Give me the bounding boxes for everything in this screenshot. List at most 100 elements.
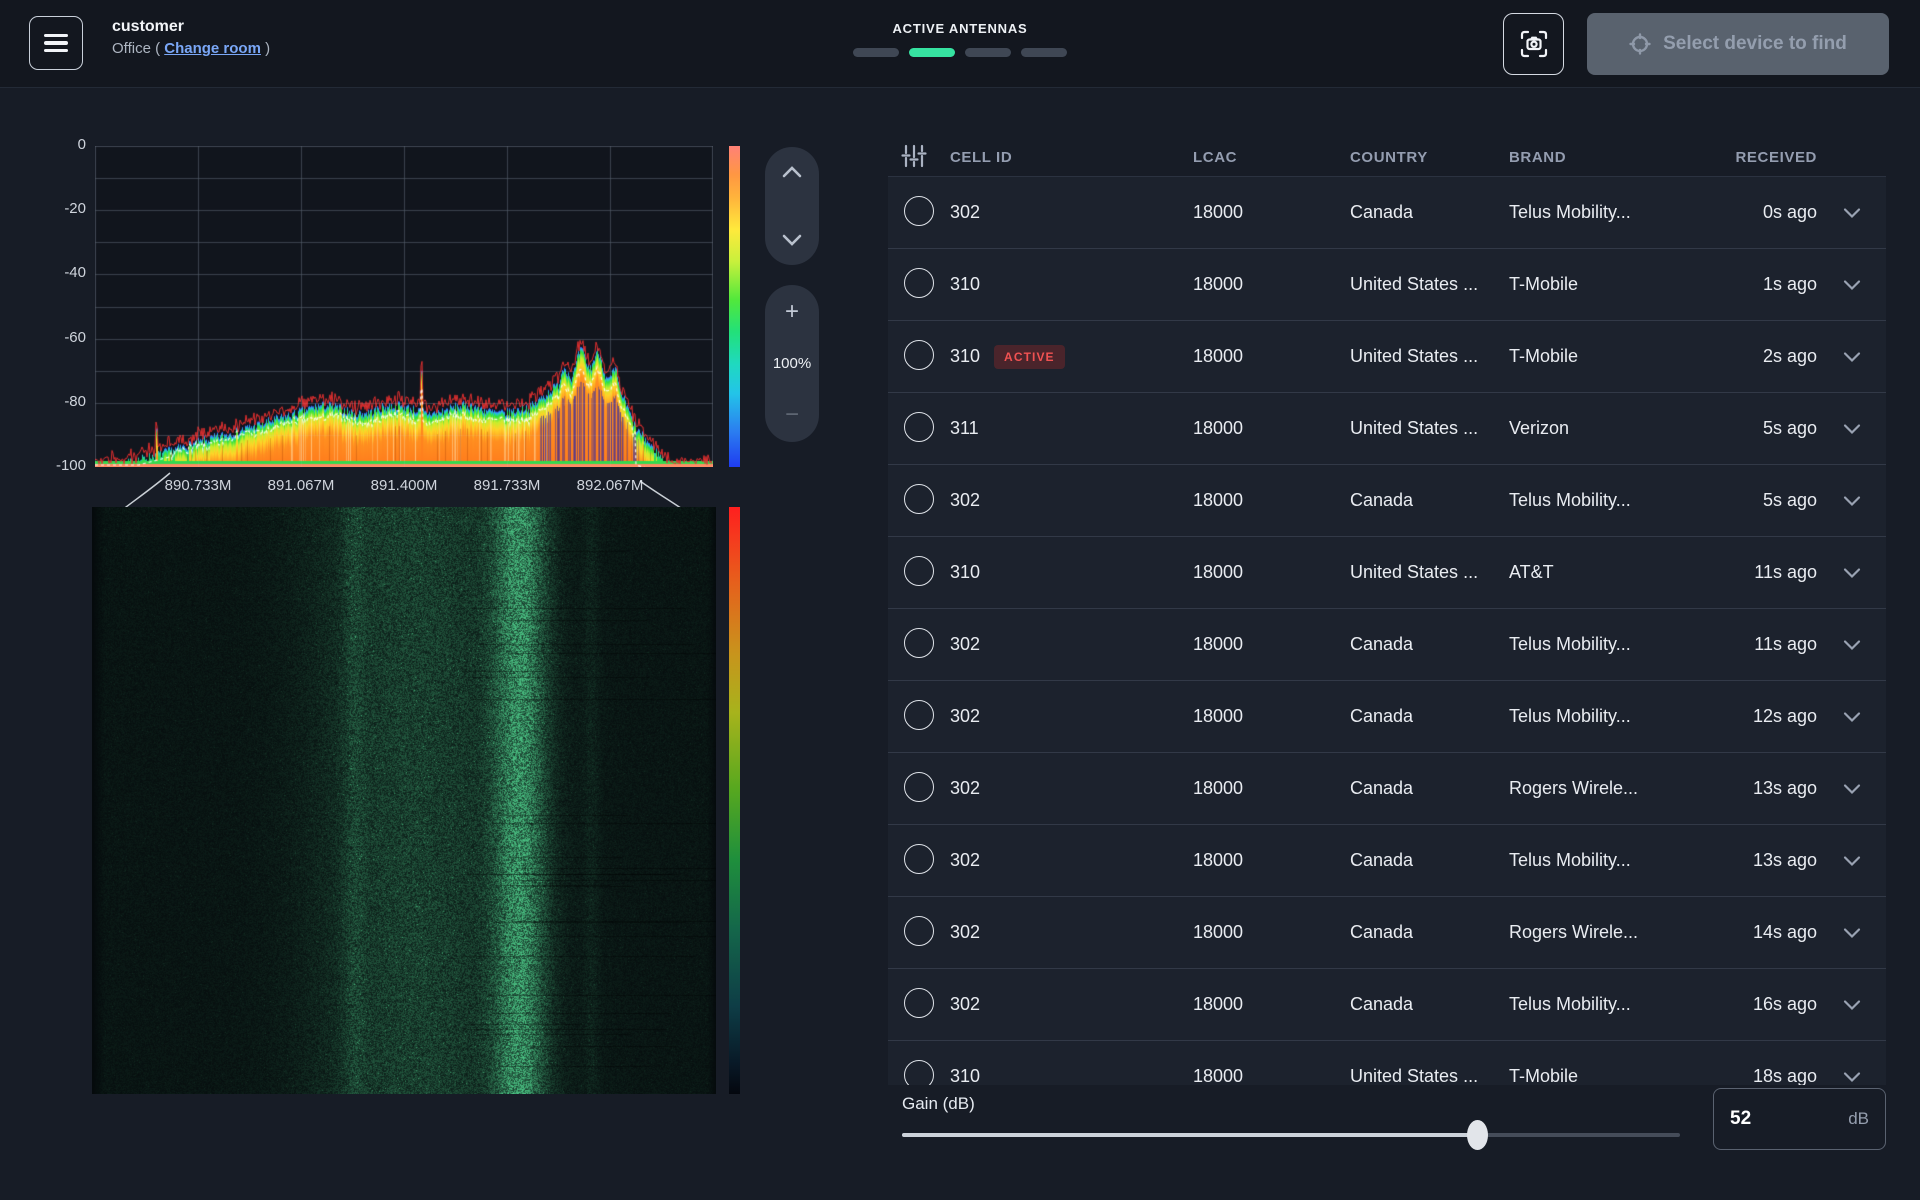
pan-up-button[interactable] [777,161,807,183]
cell-id-value: 310 [950,562,980,583]
col-country: COUNTRY [1350,149,1509,166]
country-value: Canada [1350,202,1509,223]
lcac-value: 18000 [1193,850,1350,871]
gain-slider-thumb[interactable] [1467,1120,1488,1150]
col-cell-id: CELL ID [950,149,1193,166]
table-row[interactable]: 310 18000 United States ... AT&T 11s ago [888,537,1886,609]
received-value: 16s ago [1719,994,1817,1015]
country-value: United States ... [1350,274,1509,295]
received-value: 18s ago [1719,1066,1817,1085]
row-radio[interactable] [904,340,934,370]
table-row[interactable]: 310 ACTIVE 18000 United States ... T-Mob… [888,321,1886,393]
brand-value: Telus Mobility... [1509,490,1719,511]
lcac-value: 18000 [1193,490,1350,511]
received-value: 14s ago [1719,922,1817,943]
table-row[interactable]: 302 18000 Canada Telus Mobility... 11s a… [888,609,1886,681]
country-value: United States ... [1350,1066,1509,1085]
row-expand-chevron[interactable] [1817,351,1886,363]
table-row[interactable]: 302 18000 Canada Telus Mobility... 13s a… [888,825,1886,897]
row-expand-chevron[interactable] [1817,423,1886,435]
gain-slider[interactable] [902,1125,1680,1145]
row-radio[interactable] [904,628,934,658]
table-row[interactable]: 302 18000 Canada Telus Mobility... 5s ag… [888,465,1886,537]
menu-button[interactable] [29,16,83,70]
cell-id-value: 302 [950,490,980,511]
brand-value: T-Mobile [1509,346,1719,367]
active-antennas: ACTIVE ANTENNAS [853,21,1067,57]
row-expand-chevron[interactable] [1817,1071,1886,1083]
antenna-pill-2 [909,48,955,57]
row-expand-chevron[interactable] [1817,279,1886,291]
table-body: 302 18000 Canada Telus Mobility... 0s ag… [888,177,1886,1085]
table-row[interactable]: 310 18000 United States ... T-Mobile 18s… [888,1041,1886,1085]
table-row[interactable]: 302 18000 Canada Rogers Wirele... 13s ag… [888,753,1886,825]
row-expand-chevron[interactable] [1817,783,1886,795]
chevron-down-icon [1843,495,1861,507]
received-value: 11s ago [1719,562,1817,583]
active-badge: ACTIVE [994,345,1065,369]
chevron-down-icon [1843,639,1861,651]
country-value: Canada [1350,706,1509,727]
row-radio[interactable] [904,844,934,874]
cell-id-value: 302 [950,706,980,727]
table-row[interactable]: 311 18000 United States ... Verizon 5s a… [888,393,1886,465]
row-radio[interactable] [904,1060,934,1085]
row-expand-chevron[interactable] [1817,711,1886,723]
brand-value: Telus Mobility... [1509,994,1719,1015]
row-radio[interactable] [904,268,934,298]
scan-device-button[interactable] [1503,13,1564,75]
table-row[interactable]: 302 18000 Canada Telus Mobility... 0s ag… [888,177,1886,249]
y-tick-label: 0 [26,136,86,153]
table-row[interactable]: 302 18000 Canada Telus Mobility... 12s a… [888,681,1886,753]
filter-icon[interactable] [888,143,950,173]
table-row[interactable]: 302 18000 Canada Telus Mobility... 16s a… [888,969,1886,1041]
row-radio[interactable] [904,916,934,946]
pan-control [765,147,819,265]
lcac-value: 18000 [1193,346,1350,367]
waterfall-display [92,507,716,1094]
spectrum-canvas[interactable] [95,146,713,467]
row-radio[interactable] [904,196,934,226]
row-expand-chevron[interactable] [1817,495,1886,507]
received-value: 1s ago [1719,274,1817,295]
waterfall-canvas[interactable] [92,507,716,1094]
row-radio[interactable] [904,988,934,1018]
room-name: Office [112,40,151,57]
zoom-out-button[interactable]: − [781,400,803,430]
row-radio[interactable] [904,700,934,730]
row-radio[interactable] [904,772,934,802]
row-expand-chevron[interactable] [1817,207,1886,219]
table-row[interactable]: 310 18000 United States ... T-Mobile 1s … [888,249,1886,321]
spectrum-plot [95,146,713,467]
spectrum-colorbar [729,146,740,467]
zoom-in-button[interactable]: + [781,297,803,327]
chevron-down-icon [781,233,803,247]
gain-value-box[interactable]: 52 dB [1713,1088,1886,1150]
row-expand-chevron[interactable] [1817,639,1886,651]
pan-down-button[interactable] [777,229,807,251]
received-value: 5s ago [1719,490,1817,511]
col-brand: BRAND [1509,149,1719,166]
antenna-indicators [853,48,1067,57]
row-expand-chevron[interactable] [1817,999,1886,1011]
change-room-link[interactable]: Change room [164,40,261,57]
hamburger-icon [44,34,68,37]
table-row[interactable]: 302 18000 Canada Rogers Wirele... 14s ag… [888,897,1886,969]
country-value: Canada [1350,490,1509,511]
antenna-pill-3 [965,48,1011,57]
row-radio[interactable] [904,484,934,514]
row-expand-chevron[interactable] [1817,855,1886,867]
row-radio[interactable] [904,412,934,442]
brand-value: Telus Mobility... [1509,202,1719,223]
row-radio[interactable] [904,556,934,586]
country-value: United States ... [1350,562,1509,583]
select-device-button[interactable]: Select device to find [1587,13,1889,75]
active-antennas-label: ACTIVE ANTENNAS [892,21,1027,36]
row-expand-chevron[interactable] [1817,927,1886,939]
country-value: United States ... [1350,418,1509,439]
brand-value: Rogers Wirele... [1509,922,1719,943]
row-expand-chevron[interactable] [1817,567,1886,579]
chevron-down-icon [1843,999,1861,1011]
page-title: customer [112,17,270,37]
brand-value: Telus Mobility... [1509,706,1719,727]
